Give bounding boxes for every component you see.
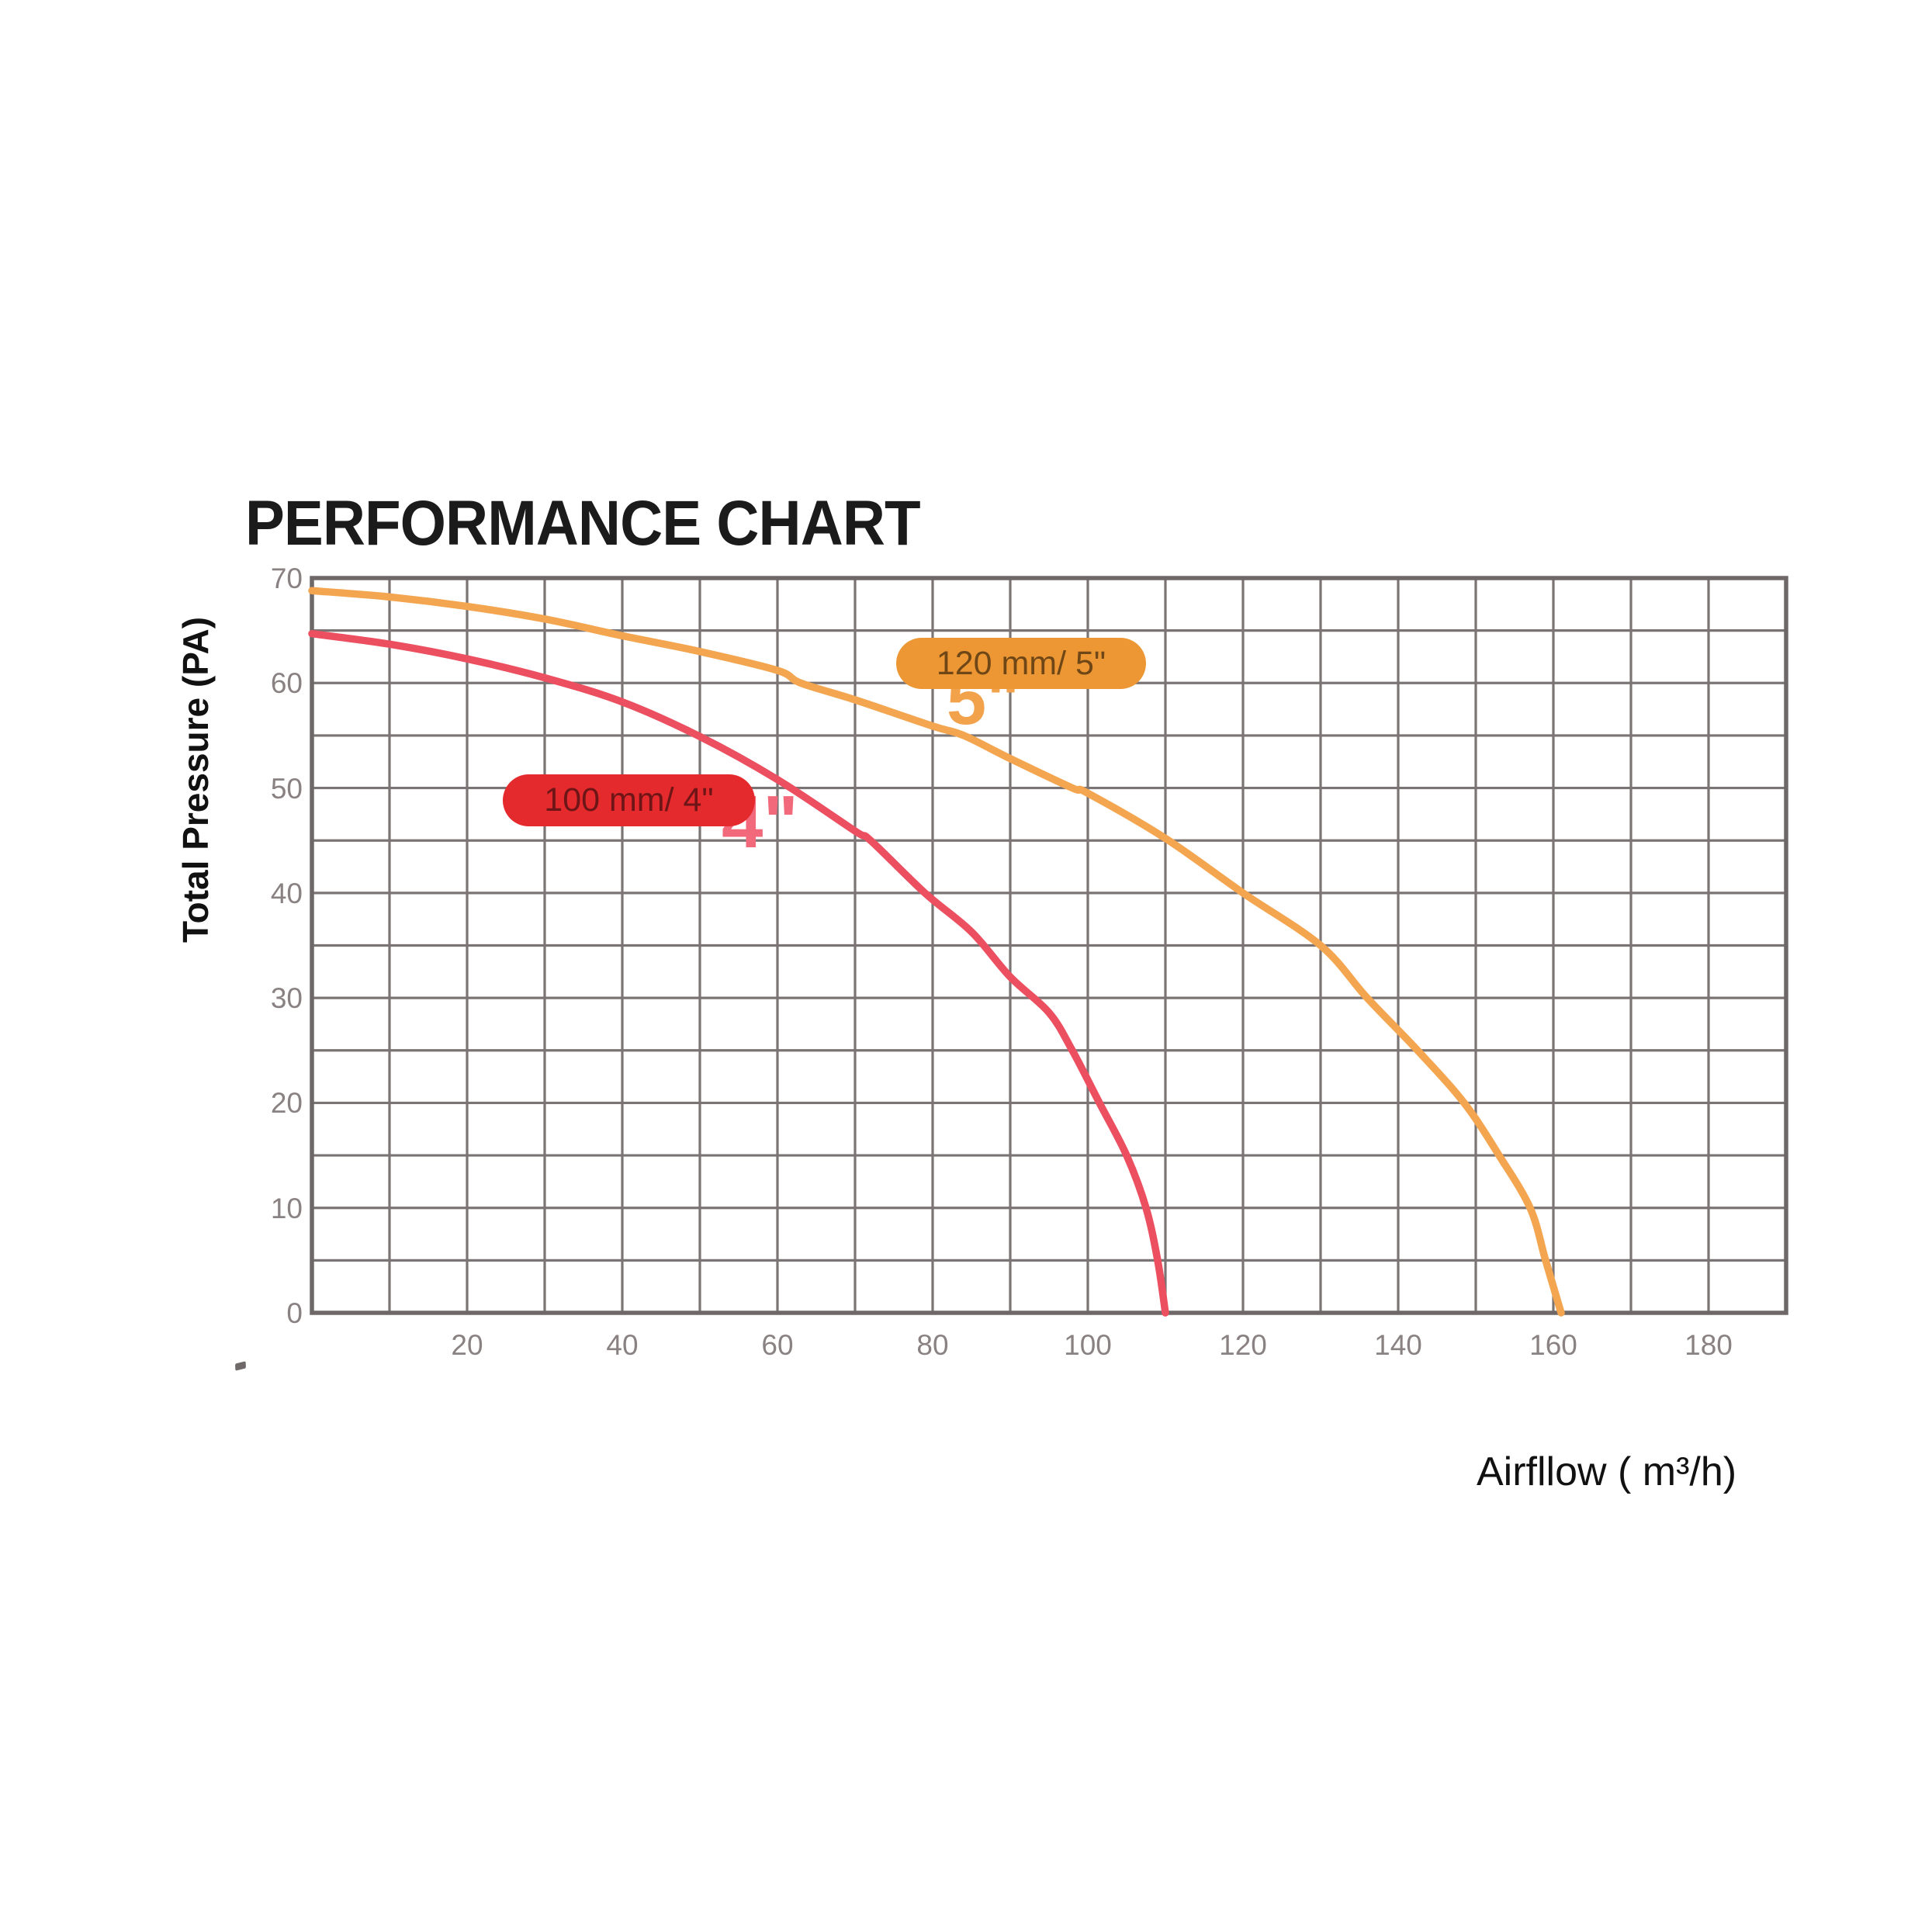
x-tick-label: 140 xyxy=(1374,1329,1422,1361)
x-tick-label: 100 xyxy=(1064,1329,1112,1361)
y-tick-label: 20 xyxy=(270,1087,303,1120)
chart-title: PERFORMANCE CHART xyxy=(245,488,921,559)
y-tick-label: 40 xyxy=(270,877,303,909)
x-tick-label: 40 xyxy=(606,1329,639,1361)
y-tick-label: 70 xyxy=(270,563,303,594)
x-tick-label: 120 xyxy=(1219,1329,1267,1361)
curve-120mm xyxy=(308,587,1565,1317)
legend-pill-120mm-label: 120 mm/ 5" xyxy=(936,644,1106,682)
legend-pill-100mm: 100 mm/ 4" xyxy=(503,774,755,826)
y-tick-label: 50 xyxy=(270,772,303,805)
curve-100mm xyxy=(308,629,1169,1317)
legend-pill-100mm-label: 100 mm/ 4" xyxy=(544,781,714,819)
y-tick-label: 60 xyxy=(270,667,303,700)
x-tick-label: 20 xyxy=(451,1329,483,1361)
y-tick-label: 10 xyxy=(270,1192,303,1224)
y-tick-label: 0 xyxy=(286,1297,303,1329)
y-tick-label: 30 xyxy=(270,982,303,1015)
x-tick-label: 180 xyxy=(1684,1329,1733,1361)
x-tick-label: 80 xyxy=(916,1329,949,1361)
x-tick-label: 60 xyxy=(761,1329,794,1361)
x-axis-title: Airfllow ( m³/h) xyxy=(1477,1449,1737,1494)
legend-pill-120mm: 120 mm/ 5" xyxy=(896,638,1146,689)
x-tick-label: 160 xyxy=(1529,1329,1577,1361)
